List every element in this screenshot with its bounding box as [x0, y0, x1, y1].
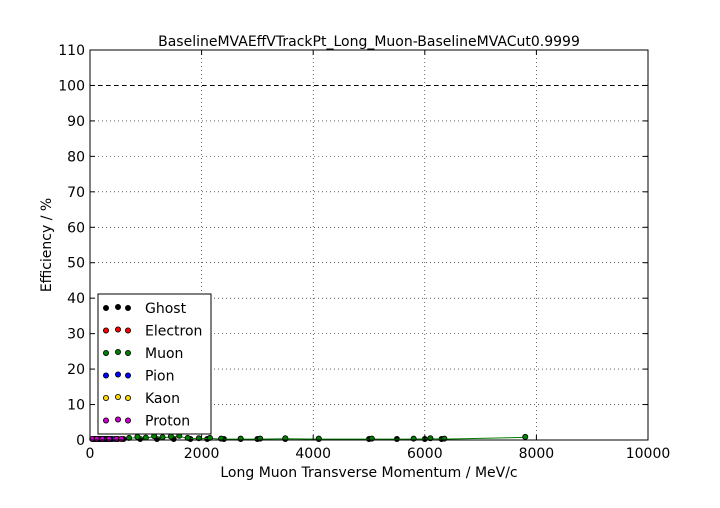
legend-marker-electron	[115, 326, 122, 333]
y-tick-label: 90	[67, 114, 85, 130]
legend-marker-electron	[125, 327, 132, 334]
y-tick-label: 60	[67, 220, 85, 236]
y-tick-label: 100	[58, 78, 85, 94]
legend-marker-ghost	[103, 304, 110, 311]
proton-point	[99, 435, 106, 442]
proton-point	[93, 435, 100, 442]
legend-marker-pion	[125, 372, 132, 379]
legend-marker-muon	[103, 349, 110, 356]
legend-marker-kaon	[103, 394, 110, 401]
proton-point	[105, 435, 112, 442]
y-tick-label: 110	[58, 43, 85, 59]
x-tick-label: 10000	[626, 446, 671, 462]
x-tick-label: 8000	[519, 446, 555, 462]
legend-label-proton: Proton	[145, 414, 190, 430]
legend-marker-electron	[103, 327, 110, 334]
legend-label-ghost: Ghost	[145, 301, 187, 317]
y-tick-label: 20	[67, 362, 85, 378]
legend-marker-ghost	[125, 304, 132, 311]
legend: Ghost Electron Muon Pion Kaon Proton	[97, 293, 212, 435]
plot-frame	[89, 49, 649, 441]
muon-point	[184, 434, 191, 441]
legend-marker-proton	[103, 417, 110, 424]
y-tick-label: 70	[67, 185, 85, 201]
legend-label-muon: Muon	[145, 346, 183, 362]
muon-point	[142, 434, 149, 441]
muon-point	[522, 433, 529, 440]
muon-point	[159, 434, 166, 441]
x-tick-label: 4000	[295, 446, 331, 462]
muon-point	[206, 434, 213, 441]
legend-marker-pion	[115, 371, 122, 378]
y-axis-label: Efficiency / %	[39, 198, 55, 292]
y-tick-label: 50	[67, 256, 85, 272]
y-tick-label: 10	[67, 398, 85, 414]
legend-marker-ghost	[115, 303, 122, 310]
y-tick-label: 30	[67, 327, 85, 343]
y-tick-label: 80	[67, 149, 85, 165]
legend-label-pion: Pion	[145, 369, 174, 385]
muon-point	[134, 433, 141, 440]
y-tick-label: 40	[67, 291, 85, 307]
muon-point	[126, 434, 133, 441]
muon-point	[167, 433, 174, 440]
chart-title: BaselineMVAEffVTrackPt_Long_Muon-Baselin…	[158, 34, 580, 50]
axis-ticks: 0 2000 4000 6000 8000 10000 0 10 20 30 40 50 60 70 80 9…	[58, 43, 670, 462]
x-axis-label: Long Muon Transverse Momentum / MeV/c	[220, 465, 517, 481]
legend-marker-kaon	[125, 394, 132, 401]
x-tick-label: 0	[86, 446, 95, 462]
legend-marker-proton	[125, 417, 132, 424]
x-tick-label: 2000	[184, 446, 220, 462]
proton-point	[113, 435, 120, 442]
x-tick-label: 6000	[407, 446, 443, 462]
legend-marker-proton	[115, 416, 122, 423]
legend-box	[97, 293, 212, 435]
legend-marker-pion	[103, 372, 110, 379]
legend-label-kaon: Kaon	[145, 391, 180, 407]
legend-marker-muon	[125, 349, 132, 356]
legend-marker-kaon	[115, 393, 122, 400]
y-tick-label: 0	[76, 433, 85, 449]
legend-label-electron: Electron	[145, 324, 202, 340]
legend-marker-muon	[115, 348, 122, 355]
proton-point	[118, 435, 125, 442]
